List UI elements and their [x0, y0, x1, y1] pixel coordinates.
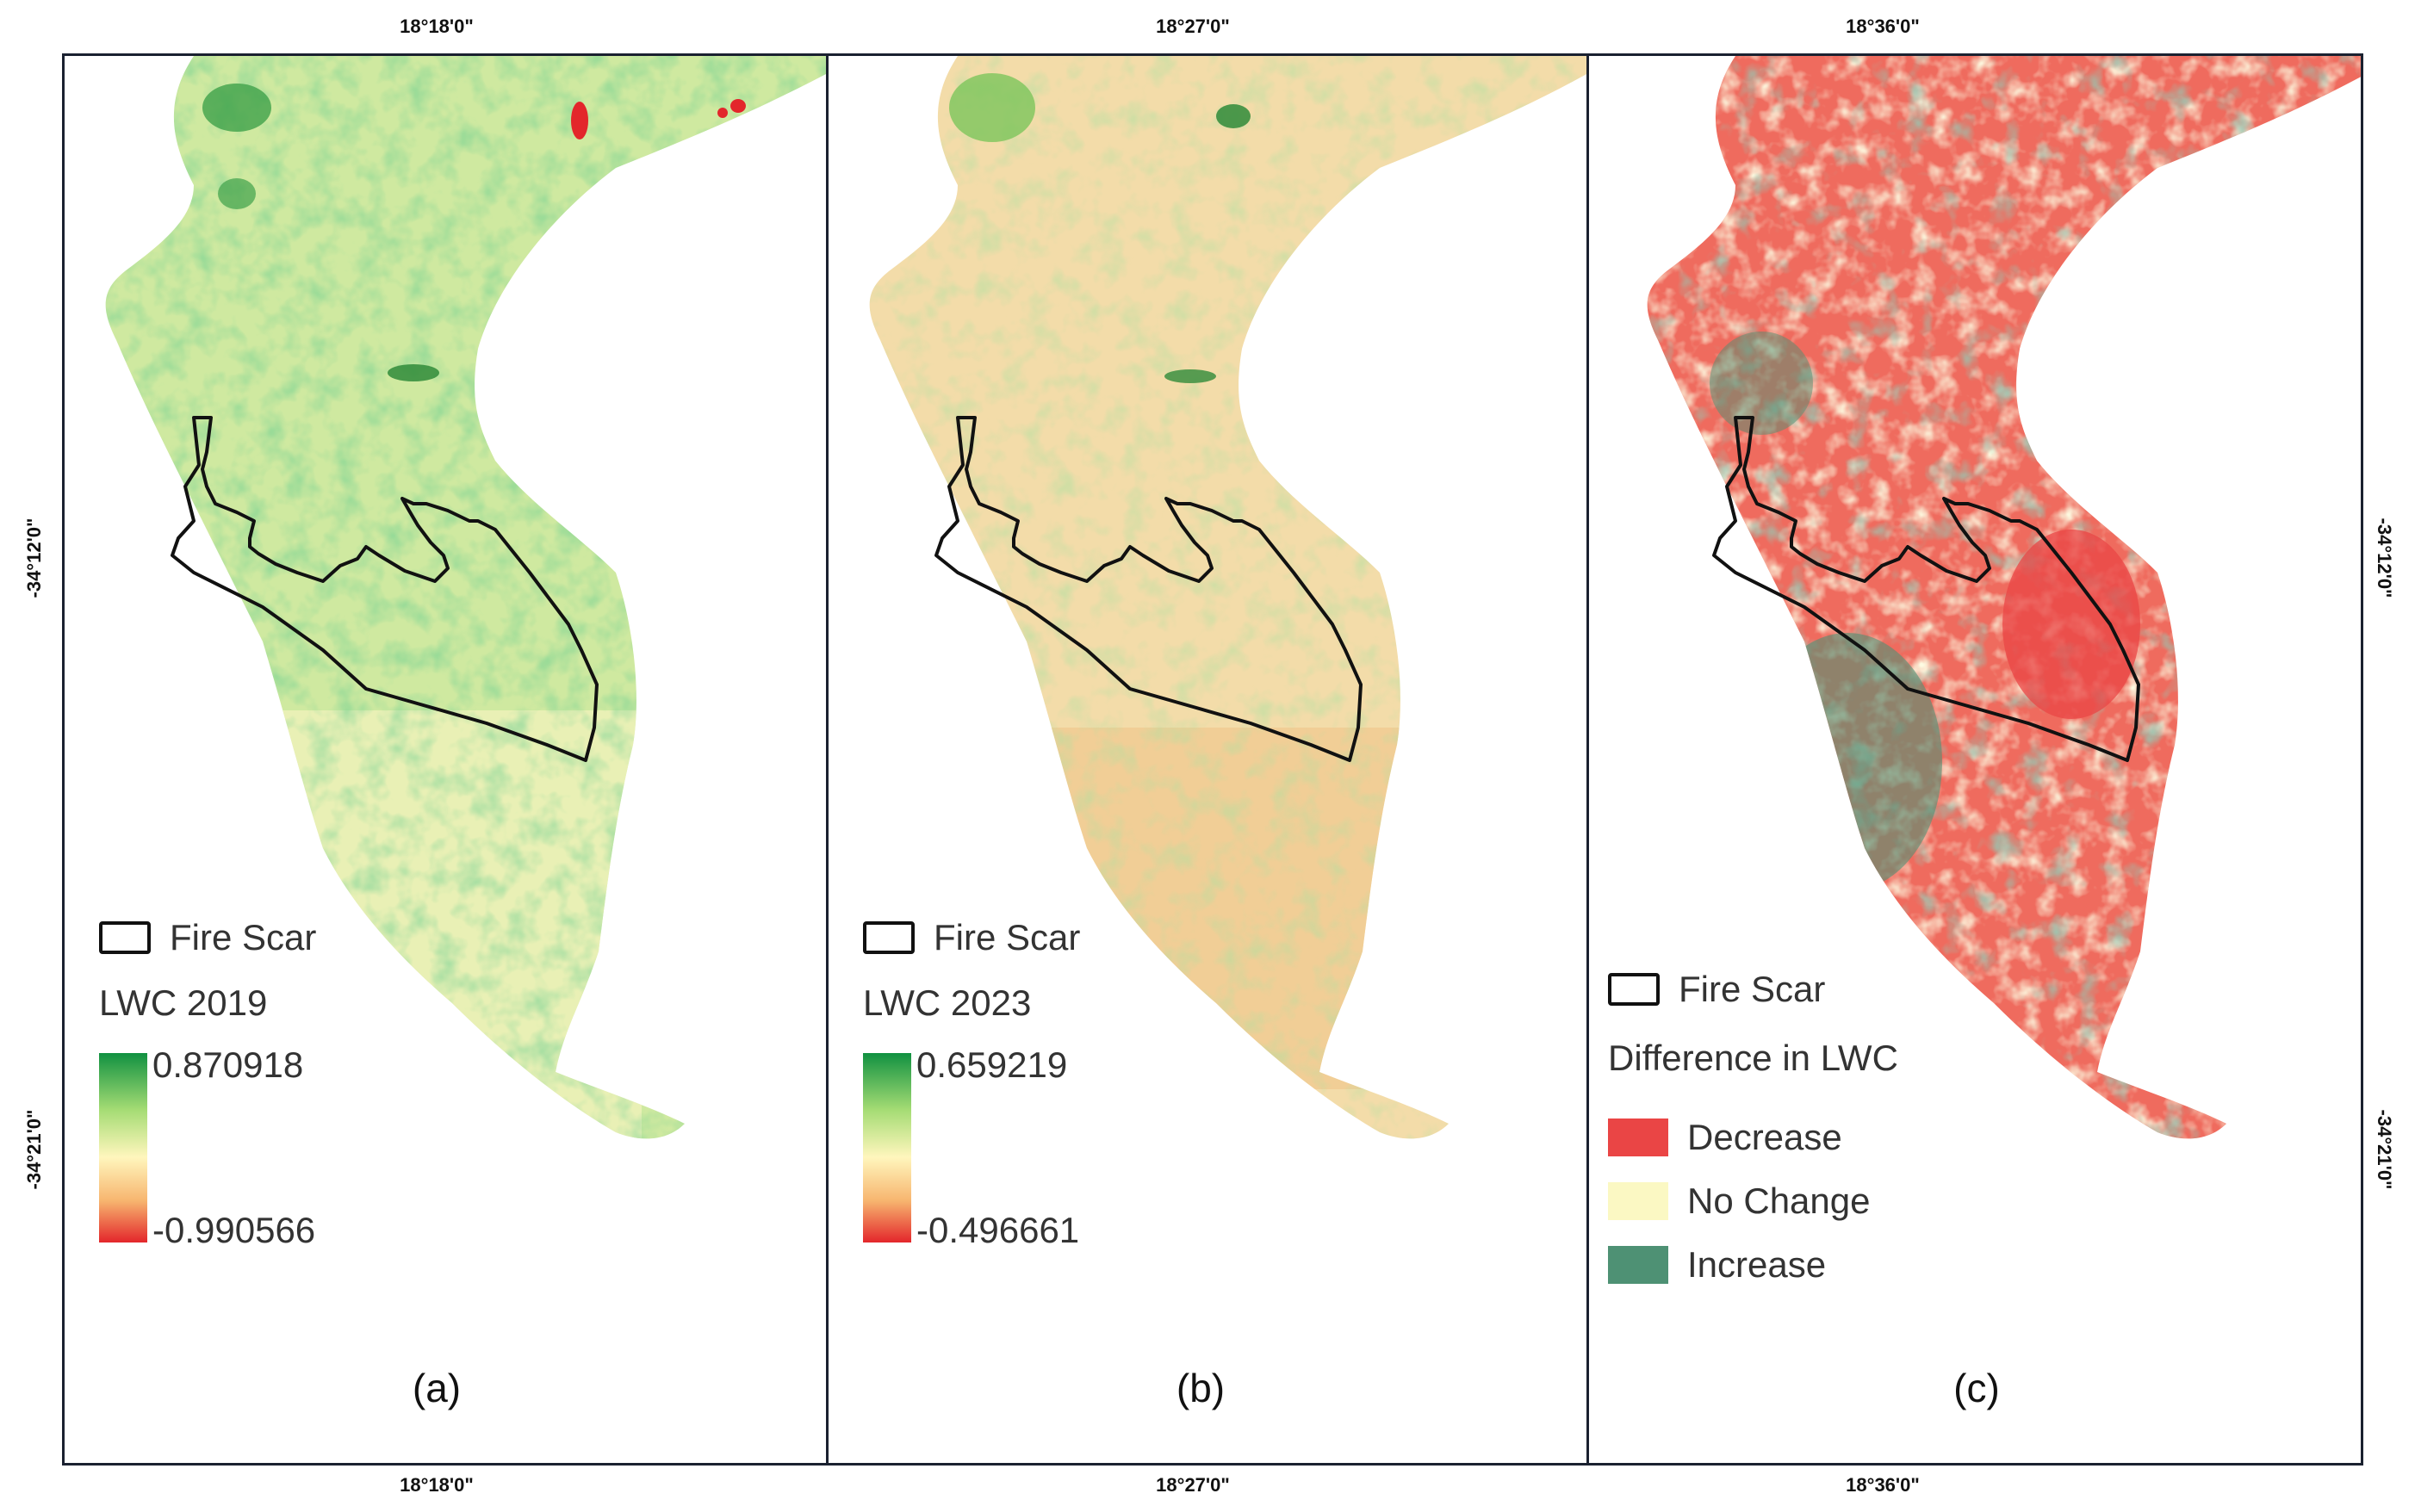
map-b-green-patch: [1216, 104, 1251, 128]
legend-c-fire-scar: Fire Scar: [1608, 969, 1825, 1010]
map-frame: Fire Scar LWC 2019 0.870918 -0.990566 (a…: [62, 53, 2363, 1466]
fire-scar-swatch: [99, 921, 151, 954]
legend-c-title: Difference in LWC: [1608, 1038, 1898, 1079]
panel-label-a: (a): [412, 1366, 462, 1410]
coord-top-3: 18°36'0": [1846, 15, 1920, 37]
fire-scar-outline-c: [1712, 416, 2140, 762]
legend-b: Fire Scar LWC 2023 0.659219 -0.496661: [863, 917, 1208, 1348]
panel-c: Fire Scar Difference in LWC Decrease No …: [1589, 56, 2361, 1463]
fire-scar-outline-b: [934, 416, 1363, 762]
increase-swatch: [1608, 1246, 1668, 1284]
map-c-increase-zone: [1710, 332, 1813, 435]
no-change-swatch: [1608, 1182, 1668, 1220]
legend-a: Fire Scar LWC 2019 0.870918 -0.990566: [99, 917, 444, 1348]
fire-scar-label: Fire Scar: [1679, 969, 1826, 1009]
fire-scar-label: Fire Scar: [934, 917, 1081, 957]
map-a-dark-patch: [218, 178, 256, 209]
panel-b: Fire Scar LWC 2023 0.659219 -0.496661 (b…: [829, 56, 1586, 1463]
coord-left-2: -34°21'0": [23, 1109, 45, 1190]
fire-scar-swatch: [1608, 973, 1660, 1006]
coord-bottom-2: 18°27'0": [1156, 1474, 1230, 1496]
map-b-green-patch: [1164, 369, 1216, 383]
fire-scar-label: Fire Scar: [170, 917, 317, 957]
legend-a-title: LWC 2019: [99, 982, 267, 1024]
panel-label-c: (c): [1953, 1366, 2000, 1410]
legend-title-a: LWC 2019: [99, 982, 268, 1023]
map-a-dark-patch: [202, 84, 271, 132]
legend-item-label: Increase: [1687, 1244, 1827, 1285]
ramp-max-b: 0.659219: [916, 1044, 1068, 1085]
panel-a: Fire Scar LWC 2019 0.870918 -0.990566 (a…: [65, 56, 826, 1463]
map-a-red-spot: [717, 108, 728, 118]
coord-bottom-1: 18°18'0": [400, 1474, 474, 1496]
fire-scar-outline-a: [171, 416, 599, 762]
map-a-dark-patch: [388, 364, 439, 381]
map-a-red-spot: [571, 102, 588, 139]
legend-title-b: LWC 2023: [863, 982, 1032, 1023]
panel-divider: [1586, 56, 1589, 1463]
ramp-min-a: -0.990566: [152, 1210, 316, 1250]
fire-scar-swatch: [863, 921, 915, 954]
coord-right-2: -34°21'0": [2374, 1109, 2395, 1190]
legend-item-increase: Increase: [1608, 1244, 1826, 1286]
legend-c: Fire Scar Difference in LWC Decrease No …: [1608, 969, 2004, 1330]
ramp-min-b: -0.496661: [916, 1210, 1080, 1250]
panel-label-b: (b): [1176, 1366, 1226, 1410]
legend-title-c: Difference in LWC: [1608, 1038, 1898, 1078]
color-ramp-b: [863, 1053, 911, 1242]
coord-bottom-3: 18°36'0": [1846, 1474, 1920, 1496]
map-a: [105, 56, 826, 1139]
coord-left-1: -34°12'0": [23, 517, 45, 598]
coord-right-1: -34°12'0": [2374, 517, 2395, 598]
map-c: [1647, 56, 2361, 1139]
color-ramp-a: [99, 1053, 147, 1242]
legend-b-title: LWC 2023: [863, 982, 1031, 1024]
legend-item-label: No Change: [1687, 1180, 1871, 1221]
coord-top-1: 18°18'0": [400, 15, 474, 37]
decrease-swatch: [1608, 1119, 1668, 1156]
ramp-max-a: 0.870918: [152, 1044, 304, 1085]
coord-top-2: 18°27'0": [1156, 15, 1230, 37]
map-a-red-spot: [730, 99, 746, 113]
legend-item-no-change: No Change: [1608, 1180, 1870, 1222]
map-c-increase-zone: [1753, 633, 1942, 891]
panel-divider: [826, 56, 829, 1463]
legend-b-fire-scar: Fire Scar: [863, 917, 1080, 958]
map-c-decrease-zone: [2002, 530, 2140, 719]
legend-item-label: Decrease: [1687, 1117, 1842, 1157]
legend-a-fire-scar: Fire Scar: [99, 917, 316, 958]
map-b: [869, 56, 1586, 1139]
legend-item-decrease: Decrease: [1608, 1117, 1842, 1158]
map-b-green-patch: [949, 73, 1035, 142]
